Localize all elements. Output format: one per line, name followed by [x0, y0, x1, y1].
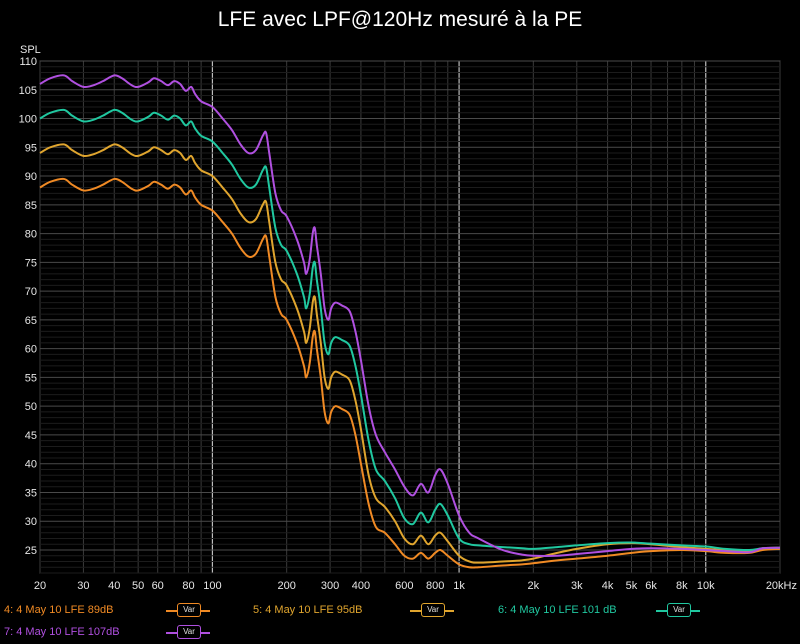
plot-frame — [39, 60, 781, 574]
legend-entry-2: 5: 4 May 10 LFE 95dB — [253, 604, 363, 616]
series-line-2 — [39, 143, 781, 564]
legend-var-label: Var — [421, 603, 445, 617]
x-tick-label: 100 — [203, 580, 221, 592]
y-tick-label: 80 — [25, 229, 37, 241]
x-tick-label: 4k — [602, 580, 614, 592]
series-line-3 — [39, 108, 781, 551]
legend-var-button-2[interactable]: Var — [410, 603, 454, 617]
legend-entry-1: 4: 4 May 10 LFE 89dB — [4, 604, 114, 616]
y-tick-label: 105 — [19, 85, 37, 97]
x-tick-label: 200 — [277, 580, 295, 592]
y-tick-label: 40 — [25, 459, 37, 471]
series-line-4 — [39, 74, 781, 557]
x-tick-label: 6k — [645, 580, 657, 592]
grid — [39, 60, 781, 574]
y-tick-label: 60 — [25, 344, 37, 356]
legend-var-label: Var — [177, 603, 201, 617]
y-tick-label: 75 — [25, 257, 37, 269]
x-tick-label: 20kHz — [766, 580, 797, 592]
y-tick-label: 100 — [19, 114, 37, 126]
x-tick-label: 5k — [626, 580, 638, 592]
chart-title: LFE avec LPF@120Hz mesuré à la PE — [217, 8, 583, 31]
x-tick-label: 30 — [77, 580, 89, 592]
y-tick-label: 35 — [25, 487, 37, 499]
y-tick-label: 95 — [25, 142, 37, 154]
x-tick-label: 1k — [453, 580, 465, 592]
x-tick-label: 50 — [132, 580, 144, 592]
y-axis-label: SPL — [20, 44, 41, 56]
x-tick-label: 80 — [182, 580, 194, 592]
series-lines — [39, 74, 781, 569]
y-tick-label: 45 — [25, 430, 37, 442]
y-tick-label: 50 — [25, 401, 37, 413]
x-tick-label: 400 — [352, 580, 370, 592]
x-tick-label: 20 — [34, 580, 46, 592]
legend-var-button-1[interactable]: Var — [166, 603, 210, 617]
x-tick-label: 40 — [108, 580, 120, 592]
legend-var-label: Var — [177, 625, 201, 639]
x-tick-label: 300 — [321, 580, 339, 592]
legend-entry-4: 7: 4 May 10 LFE 107dB — [4, 626, 120, 638]
legend-var-button-4[interactable]: Var — [166, 625, 210, 639]
x-tick-label: 8k — [676, 580, 688, 592]
series-line-1 — [39, 177, 781, 569]
x-tick-label: 800 — [426, 580, 444, 592]
y-tick-label: 25 — [25, 545, 37, 557]
x-tick-label: 10k — [697, 580, 715, 592]
legend-var-label: Var — [667, 603, 691, 617]
legend-var-button-3[interactable]: Var — [656, 603, 700, 617]
y-tick-label: 90 — [25, 171, 37, 183]
y-tick-label: 55 — [25, 372, 37, 384]
y-tick-label: 30 — [25, 516, 37, 528]
x-tick-label: 60 — [152, 580, 164, 592]
frequency-response-chart: SPL 25 30 35 40 45 50 55 60 65 70 75 80 85 90 95 100 105… — [19, 44, 797, 592]
x-tick-label: 2k — [528, 580, 540, 592]
y-tick-label: 85 — [25, 200, 37, 212]
y-tick-label: 65 — [25, 315, 37, 327]
x-tick-labels: 20 30 40 50 60 80 100 200 300 400 600 800 1k 2k 3k 4k 5k… — [34, 580, 797, 592]
x-tick-label: 600 — [395, 580, 413, 592]
legend-entry-3: 6: 4 May 10 LFE 101 dB — [498, 604, 617, 616]
y-tick-label: 70 — [25, 286, 37, 298]
x-tick-label: 3k — [571, 580, 583, 592]
y-tick-label: 110 — [19, 56, 37, 68]
y-tick-labels: 25 30 35 40 45 50 55 60 65 70 75 80 85 90 95 100 105 110 — [19, 56, 37, 557]
